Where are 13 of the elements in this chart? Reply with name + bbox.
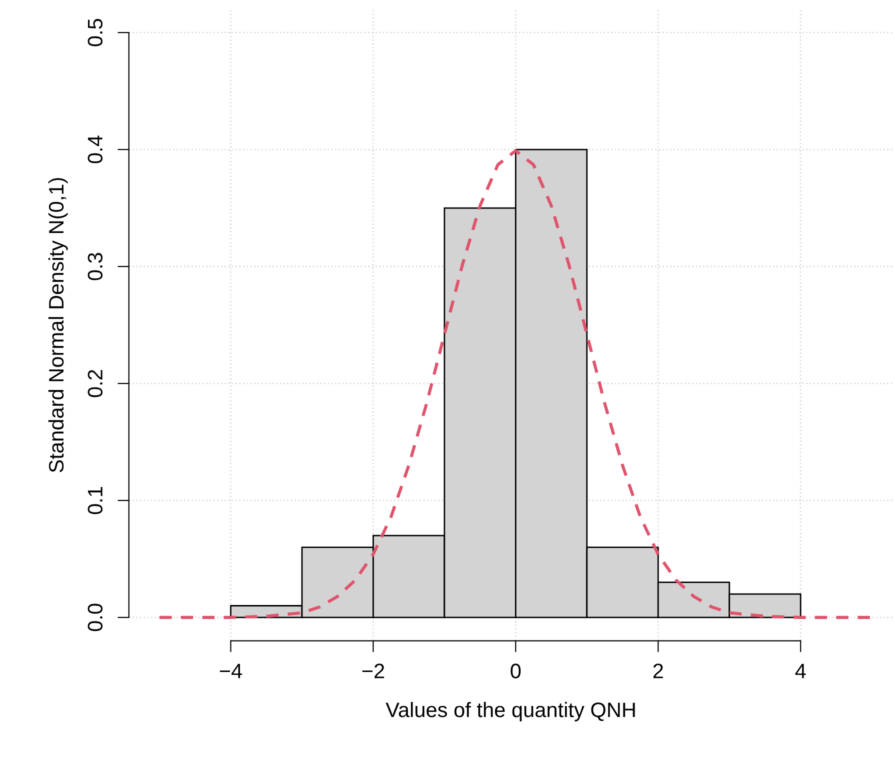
x-tick-label: 4 <box>795 664 806 678</box>
x-axis-title: Values of the quantity QNH <box>386 702 635 722</box>
y-tick-label: 0.1 <box>88 487 103 514</box>
y-tick-label: 0.0 <box>88 604 103 632</box>
y-tick-label: 0.3 <box>88 252 103 280</box>
x-tick-label: 2 <box>653 664 663 678</box>
y-axis-title: Standard Normal Density N(0,1) <box>48 178 68 472</box>
x-tick-label: −4 <box>220 664 242 678</box>
y-tick-label: 0.2 <box>88 370 103 398</box>
x-tick-label: 0 <box>510 664 521 678</box>
y-tick-label: 0.5 <box>88 18 103 46</box>
y-tick-label: 0.4 <box>88 136 103 164</box>
x-tick-label: −2 <box>362 664 384 678</box>
